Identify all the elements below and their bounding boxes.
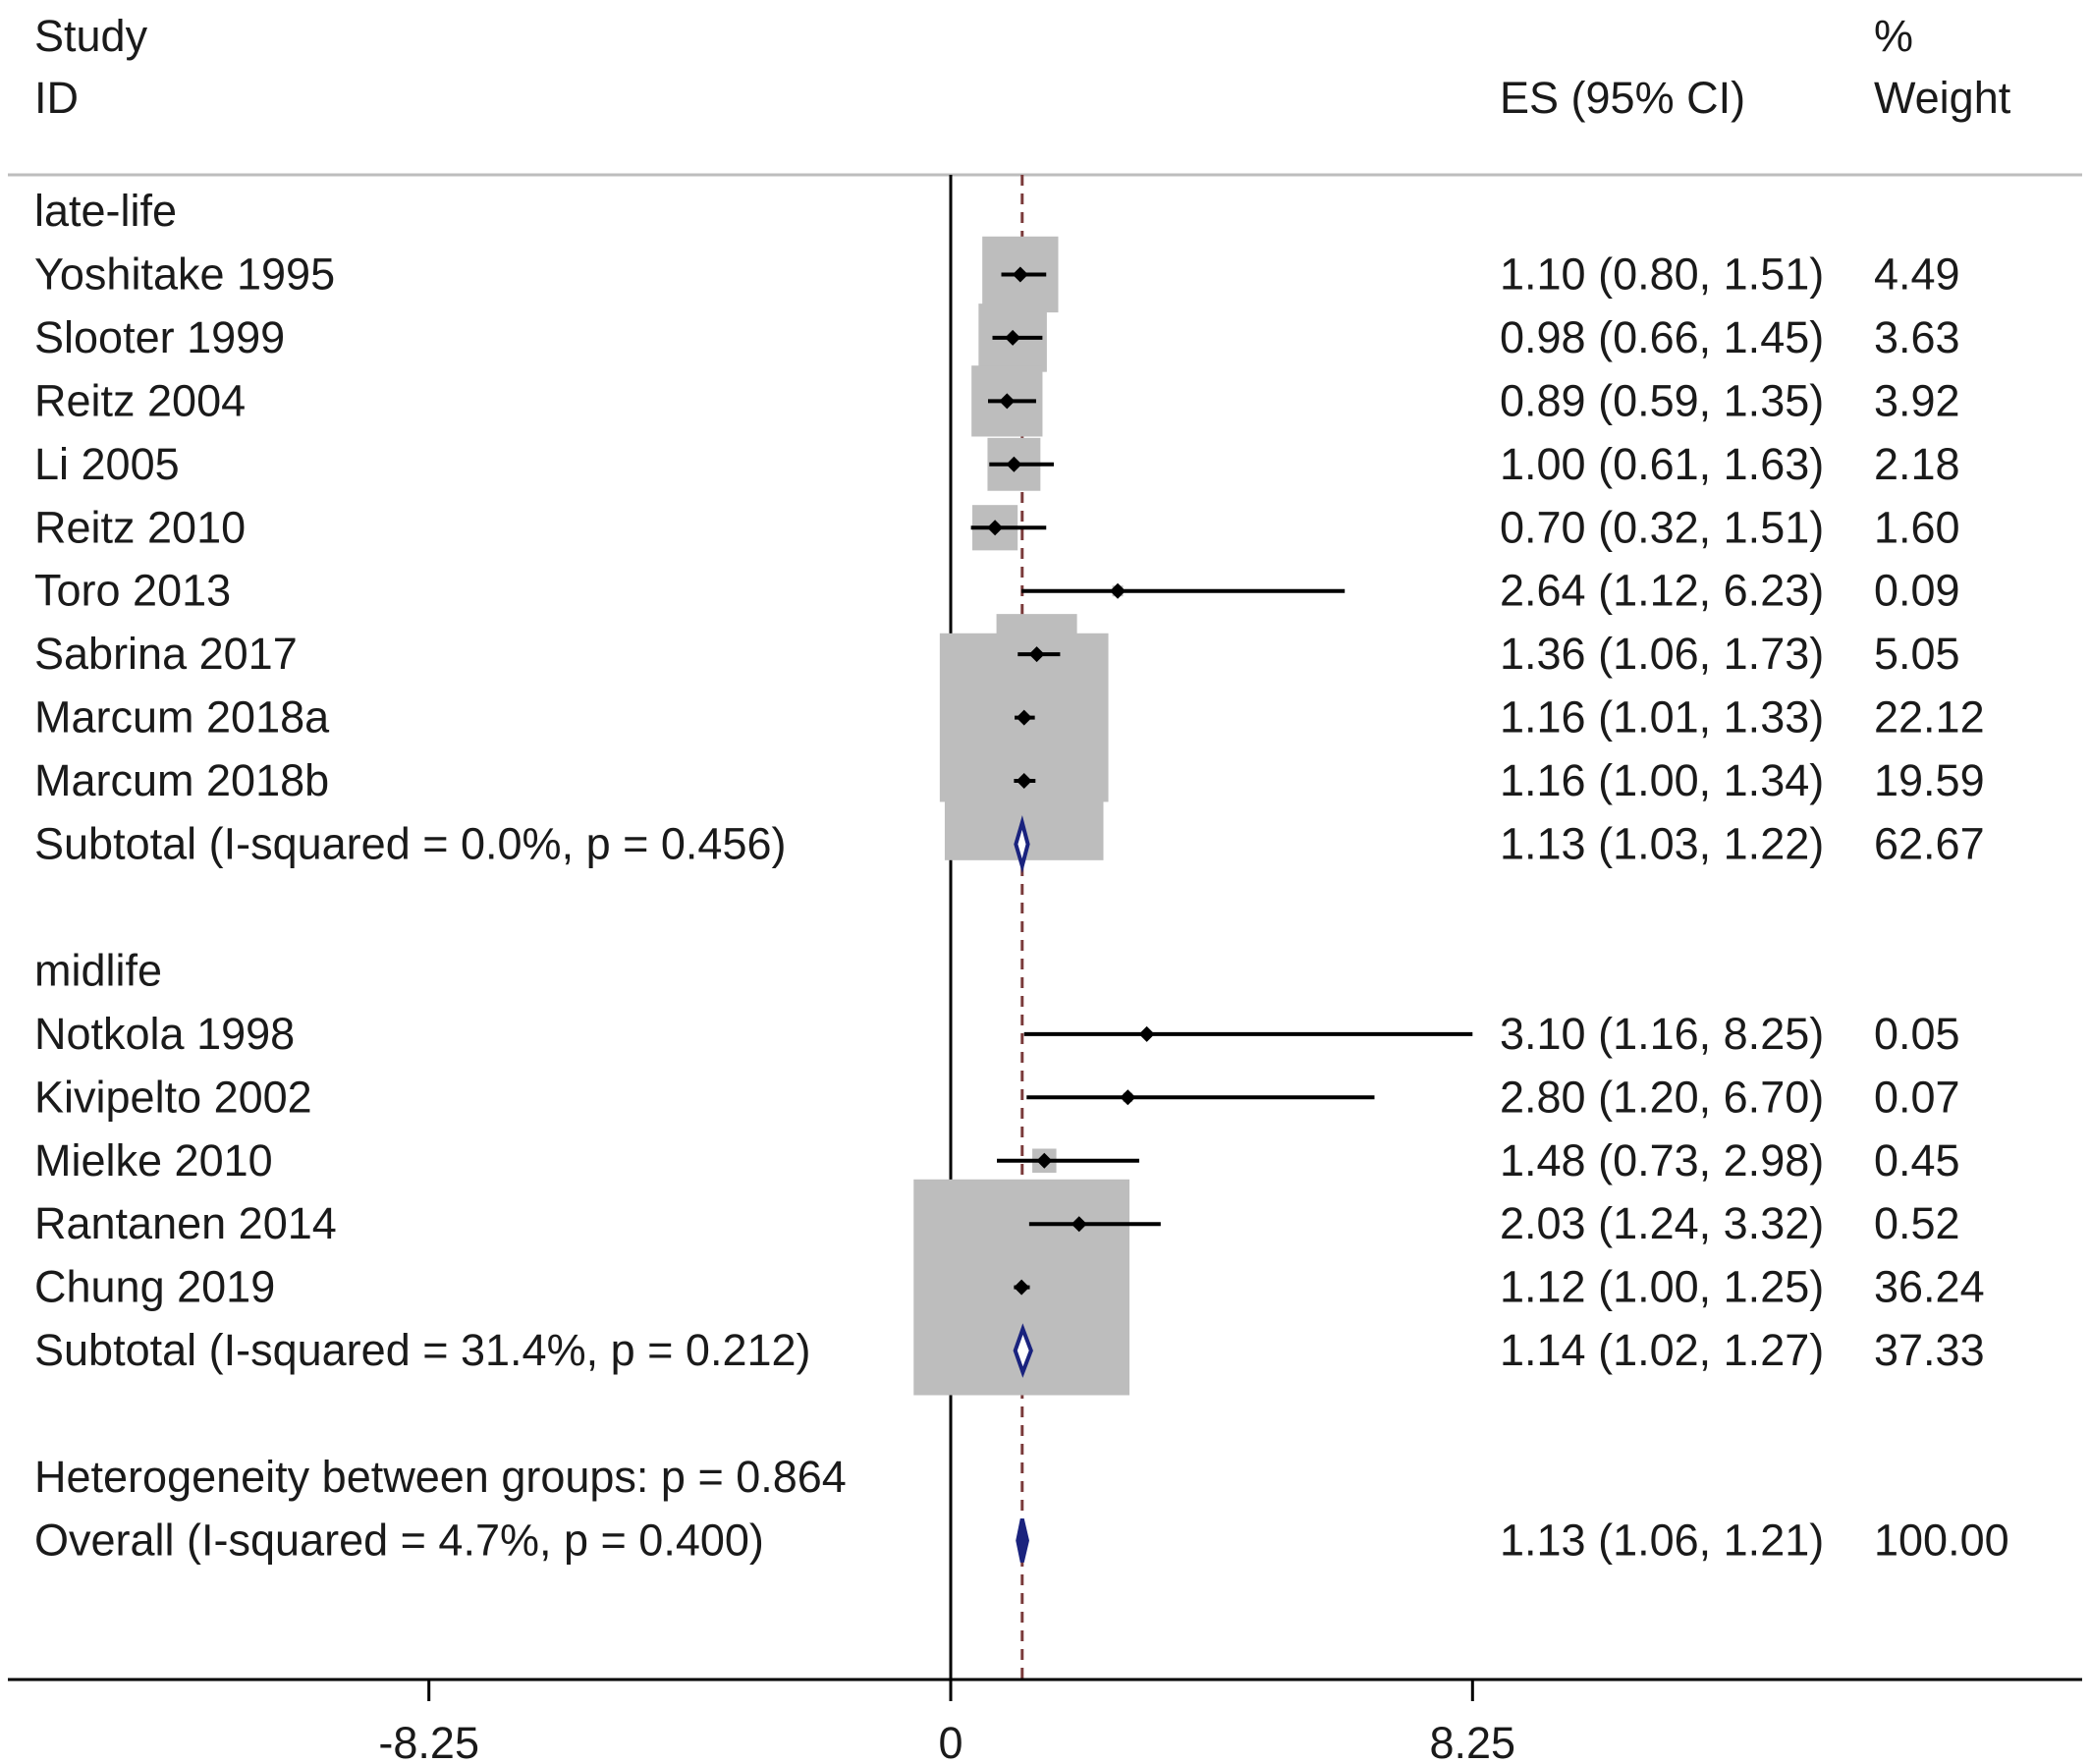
point-estimate [1016, 773, 1032, 790]
weight-label: 5.05 [1874, 629, 1960, 679]
point-estimate [1014, 1279, 1030, 1295]
es-ci-label: 1.14 (1.02, 1.27) [1500, 1325, 1824, 1375]
study-label: Reitz 2010 [34, 502, 246, 552]
heterogeneity-label: Heterogeneity between groups: p = 0.864 [34, 1452, 847, 1502]
study-label: Rantanen 2014 [34, 1198, 337, 1248]
header-weight-percent: % [1874, 11, 1913, 61]
weight-label: 22.12 [1874, 692, 1985, 743]
es-ci-label: 1.16 (1.00, 1.34) [1500, 755, 1824, 805]
group-label: midlife [34, 945, 162, 995]
weight-label: 0.52 [1874, 1198, 1960, 1248]
es-ci-label: 1.10 (0.80, 1.51) [1500, 248, 1824, 299]
group-label: late-life [34, 186, 177, 236]
point-estimate [1006, 456, 1022, 472]
study-label: Sabrina 2017 [34, 629, 298, 679]
point-estimate [1028, 646, 1045, 663]
es-ci-label: 2.03 (1.24, 3.32) [1500, 1198, 1824, 1248]
es-ci-label: 1.48 (0.73, 2.98) [1500, 1135, 1824, 1185]
study-label: Yoshitake 1995 [34, 248, 335, 299]
es-ci-label: 1.13 (1.03, 1.22) [1500, 819, 1824, 869]
x-axis: -8.25 0 8.25 [8, 1678, 2082, 1764]
header-weight: Weight [1874, 73, 2011, 123]
point-estimate [1036, 1152, 1053, 1169]
subtotal-diamond [1014, 815, 1030, 873]
weight-label: 3.63 [1874, 312, 1960, 362]
overall-label: Overall (I-squared = 4.7%, p = 0.400) [34, 1515, 764, 1565]
point-estimate [1110, 582, 1127, 599]
study-label: Kivipelto 2002 [34, 1072, 312, 1122]
study-label: Li 2005 [34, 439, 180, 489]
subtotal-label: Subtotal (I-squared = 31.4%, p = 0.212) [34, 1325, 811, 1375]
weight-label: 2.18 [1874, 439, 1960, 489]
weight-label: 0.45 [1874, 1135, 1960, 1185]
weight-label: 62.67 [1874, 819, 1985, 869]
weight-boxes [913, 236, 1151, 1396]
x-tick-label: 8.25 [1430, 1718, 1516, 1764]
es-ci-label: 2.64 (1.12, 6.23) [1500, 566, 1824, 616]
study-label: Slooter 1999 [34, 312, 285, 362]
weight-label: 37.33 [1874, 1325, 1985, 1375]
study-label: Reitz 2004 [34, 375, 246, 425]
study-label: Toro 2013 [34, 566, 231, 616]
es-ci-label: 2.80 (1.20, 6.70) [1500, 1072, 1824, 1122]
header-es: ES (95% CI) [1500, 73, 1745, 123]
study-label: Marcum 2018b [34, 755, 329, 805]
study-label: Notkola 1998 [34, 1009, 295, 1059]
study-label: Marcum 2018a [34, 692, 330, 743]
es-ci-label: 1.13 (1.06, 1.21) [1500, 1515, 1824, 1565]
study-rows: late-life Yoshitake 1995 1.10 (0.80, 1.51)… [34, 186, 2009, 1565]
effect-marks [970, 266, 1473, 1563]
header-id: ID [34, 73, 79, 123]
point-estimate [1071, 1216, 1087, 1233]
es-ci-label: 1.16 (1.01, 1.33) [1500, 692, 1824, 743]
study-label: Chung 2019 [34, 1262, 275, 1312]
point-estimate [1016, 709, 1032, 726]
es-ci-label: 3.10 (1.16, 8.25) [1500, 1009, 1824, 1059]
weight-label: 19.59 [1874, 755, 1985, 805]
weight-label: 0.07 [1874, 1072, 1960, 1122]
study-label: Mielke 2010 [34, 1135, 273, 1185]
weight-label: 100.00 [1874, 1515, 2009, 1565]
weight-label: 1.60 [1874, 502, 1960, 552]
header-study: Study [34, 11, 148, 61]
es-ci-label: 1.00 (0.61, 1.63) [1500, 439, 1824, 489]
weight-label: 0.09 [1874, 566, 1960, 616]
point-estimate [1120, 1089, 1136, 1106]
weight-label: 36.24 [1874, 1262, 1985, 1312]
point-estimate [1012, 266, 1028, 283]
point-estimate [1138, 1025, 1155, 1042]
weight-label: 3.92 [1874, 375, 1960, 425]
es-ci-label: 0.89 (0.59, 1.35) [1500, 375, 1824, 425]
es-ci-label: 1.12 (1.00, 1.25) [1500, 1262, 1824, 1312]
es-ci-label: 1.36 (1.06, 1.73) [1500, 629, 1824, 679]
plot-area [913, 175, 1473, 1680]
es-ci-label: 0.98 (0.66, 1.45) [1500, 312, 1824, 362]
x-tick-label: -8.25 [378, 1718, 479, 1764]
weight-label: 0.05 [1874, 1009, 1960, 1059]
x-tick-label: 0 [938, 1718, 962, 1764]
point-estimate [1005, 329, 1021, 346]
point-estimate [999, 393, 1016, 410]
subtotal-diamond [1013, 1323, 1033, 1378]
weight-label: 4.49 [1874, 248, 1960, 299]
subtotal-label: Subtotal (I-squared = 0.0%, p = 0.456) [34, 819, 786, 869]
header: Study ID ES (95% CI) % Weight [34, 11, 2011, 123]
overall-diamond [1016, 1517, 1029, 1563]
es-ci-label: 0.70 (0.32, 1.51) [1500, 502, 1824, 552]
point-estimate [987, 520, 1004, 536]
